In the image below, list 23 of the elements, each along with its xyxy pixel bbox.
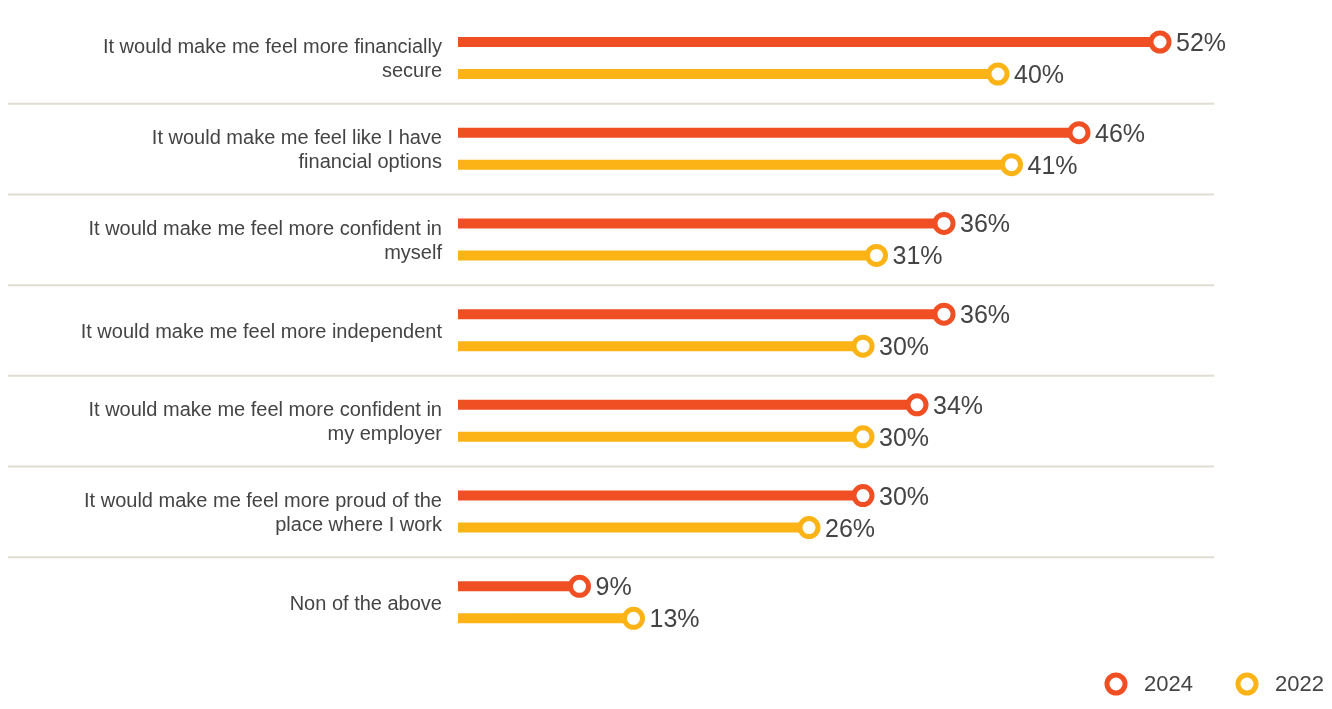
data-label: 30% [879,332,930,361]
y-tick-label: It would make me feel like I have financial options [151,126,442,173]
y-tick-label: It would make me feel more proud of the place where I work [84,488,443,535]
data-label: 40% [1014,60,1065,88]
data-label: 36% [960,300,1011,329]
data-label: 46% [1095,118,1146,147]
data-label: 31% [892,241,943,270]
data-label: 26% [825,513,876,542]
legend-label: 2022 [1275,671,1324,697]
data-label: 30% [879,481,930,510]
data-label: 30% [879,422,930,451]
data-label: 34% [933,390,984,419]
y-tick-label: It would make me feel more financially secure [102,35,442,82]
y-tick-label: It would make me feel more confident in myself [88,216,443,263]
y-tick-label: It would make me feel more confident in my employer [88,398,443,445]
y-tick-label: Non of the above [289,591,442,614]
data-label: 13% [649,604,700,633]
data-label: 52% [1176,28,1227,56]
data-label: 41% [1027,150,1078,179]
legend-label: 2024 [1144,671,1194,697]
data-label: 9% [595,572,632,601]
y-tick-label: It would make me feel more independent [80,319,443,342]
data-label: 36% [960,209,1011,238]
